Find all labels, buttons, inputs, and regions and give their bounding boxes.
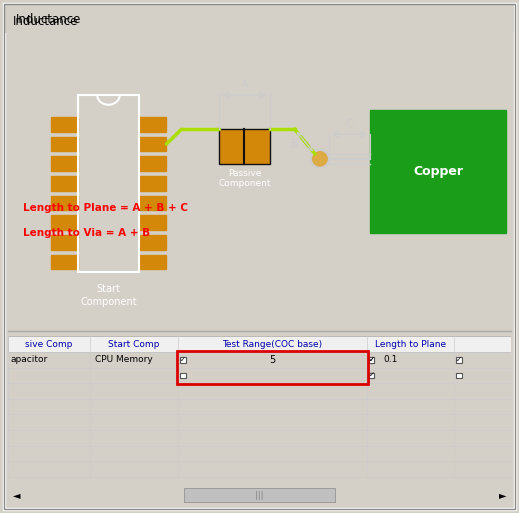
Bar (139, 254, 167, 269)
Text: |||: ||| (255, 490, 264, 500)
Bar (181, 372, 186, 379)
Text: ◄: ◄ (13, 490, 20, 500)
Bar (50, 136, 78, 151)
Text: Start Comp: Start Comp (108, 340, 159, 349)
Text: 0.1: 0.1 (384, 356, 398, 364)
Text: Length to Via = A + B: Length to Via = A + B (23, 228, 150, 238)
Bar (368, 357, 374, 363)
Text: B: B (291, 139, 298, 149)
Text: C: C (346, 120, 353, 129)
Bar (139, 235, 167, 250)
Text: 5: 5 (269, 355, 275, 365)
Bar (78, 95, 139, 272)
Bar (368, 372, 374, 379)
Text: Length to Plane = A + B + C: Length to Plane = A + B + C (23, 203, 188, 213)
Bar (8, 337, 511, 352)
Text: ✓: ✓ (456, 357, 462, 363)
Bar (370, 110, 506, 232)
Bar (456, 357, 462, 363)
Bar (139, 156, 167, 171)
Text: ✓: ✓ (368, 357, 375, 363)
Bar (456, 372, 462, 379)
Text: sive Comp: sive Comp (25, 340, 73, 349)
Bar (139, 136, 167, 151)
Bar (50, 235, 78, 250)
Text: Copper: Copper (413, 165, 463, 177)
Bar (139, 195, 167, 210)
Bar (50, 156, 78, 171)
Bar (219, 129, 269, 164)
Bar (181, 357, 186, 363)
Bar (50, 176, 78, 191)
Bar (368, 372, 374, 379)
Text: ✓: ✓ (368, 357, 375, 363)
Bar (176, 351, 367, 384)
Bar (368, 357, 374, 363)
Bar (50, 254, 78, 269)
Text: Start
Component: Start Component (80, 284, 137, 307)
Bar (50, 195, 78, 210)
Text: ►: ► (499, 490, 506, 500)
Bar (139, 176, 167, 191)
Text: Inductance: Inductance (13, 15, 78, 28)
Text: ✓: ✓ (181, 357, 186, 363)
Bar (50, 215, 78, 230)
Bar (50, 117, 78, 132)
Text: apacitor: apacitor (11, 356, 48, 364)
Bar (184, 488, 335, 502)
Text: A: A (241, 80, 248, 90)
Text: Test Range(COC base): Test Range(COC base) (222, 340, 322, 349)
Text: Passive
Component: Passive Component (218, 169, 270, 188)
Bar (5, 5, 514, 33)
Text: CPU Memory: CPU Memory (95, 356, 153, 364)
Text: Inductance: Inductance (16, 13, 81, 26)
Circle shape (311, 150, 329, 168)
Bar (139, 117, 167, 132)
Bar (139, 215, 167, 230)
Text: ✓: ✓ (368, 372, 375, 379)
Text: Length to Plane: Length to Plane (375, 340, 446, 349)
